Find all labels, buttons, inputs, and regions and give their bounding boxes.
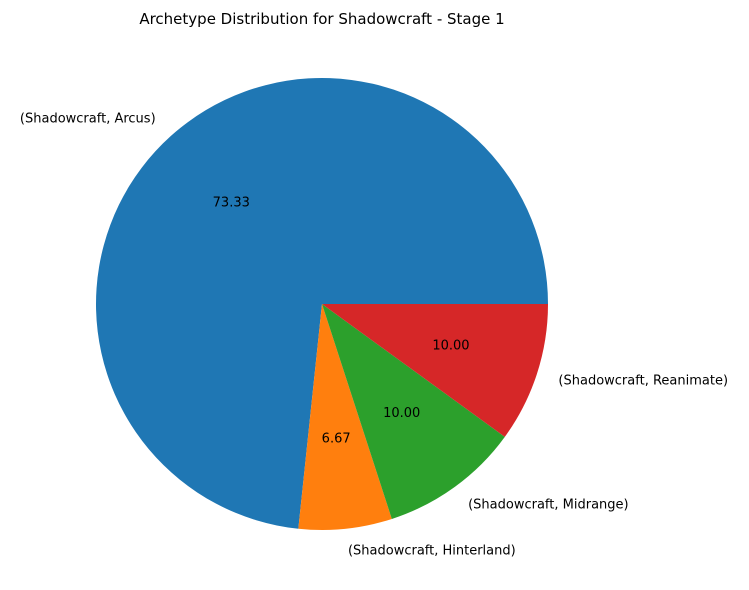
pct-label-arcus: 73.33	[213, 196, 250, 211]
percentage-labels: 73.33 6.67 10.00 10.00	[213, 196, 470, 447]
pie-slice-hinterland	[298, 304, 392, 531]
pie-slice-arcus	[95, 78, 548, 529]
pie-slices	[95, 78, 548, 531]
pct-label-reanimate: 10.00	[432, 338, 469, 353]
pie-slice-reanimate	[322, 304, 548, 437]
pct-label-hinterland: 6.67	[322, 431, 351, 446]
pie-slice-midrange	[322, 304, 505, 519]
category-label-midrange: (Shadowcraft, Midrange)	[468, 498, 629, 513]
category-labels: (Shadowcraft, Arcus) (Shadowcraft, Hinter…	[20, 112, 728, 559]
category-label-reanimate: (Shadowcraft, Reanimate)	[558, 373, 728, 388]
pct-label-midrange: 10.00	[383, 406, 420, 421]
category-label-arcus: (Shadowcraft, Arcus)	[20, 112, 156, 127]
category-label-hinterland: (Shadowcraft, Hinterland)	[348, 544, 516, 559]
chart-title: Archetype Distribution for Shadowcraft -…	[139, 10, 504, 28]
